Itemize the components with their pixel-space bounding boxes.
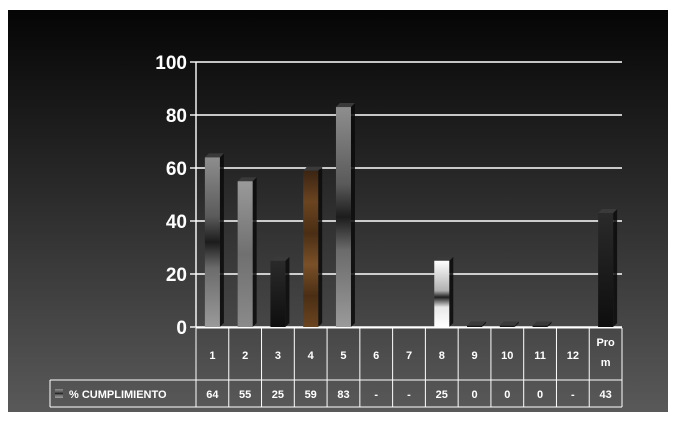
y-tick-label-100: 100 — [155, 53, 187, 74]
data-label-8: 25 — [436, 389, 448, 401]
data-label-11: 0 — [537, 389, 543, 401]
data-label-4: 59 — [305, 389, 317, 401]
y-axis: 0 20 40 60 80 100 — [155, 53, 197, 339]
category-label-9: 9 — [471, 350, 477, 362]
category-label-11: 11 — [534, 350, 546, 362]
data-label-9: 0 — [471, 389, 477, 401]
bar-11 — [532, 321, 552, 327]
y-tick-label-60: 60 — [166, 159, 187, 180]
data-label-12: - — [571, 389, 575, 401]
category-label-10: 10 — [501, 350, 513, 362]
data-label-6: - — [374, 389, 378, 401]
data-label-Prom: 43 — [599, 389, 611, 401]
category-label-3: 3 — [275, 350, 281, 362]
category-label-6: 6 — [373, 350, 379, 362]
bars — [204, 103, 618, 327]
data-label-1: 64 — [206, 389, 219, 401]
category-label-7: 7 — [406, 350, 412, 362]
y-tick-label-80: 80 — [166, 106, 187, 127]
bar-8 — [434, 256, 454, 327]
data-label-7: - — [407, 389, 411, 401]
category-label-5: 5 — [340, 350, 346, 362]
category-label-1: 1 — [209, 350, 215, 362]
category-label-2: 2 — [242, 350, 248, 362]
y-tick-label-40: 40 — [166, 212, 187, 233]
category-label-12: 12 — [567, 350, 579, 362]
y-tick-label-20: 20 — [166, 265, 187, 286]
legend-key — [55, 389, 63, 398]
y-tick-label-0: 0 — [176, 318, 187, 339]
bar-3 — [270, 256, 290, 327]
bar-1 — [204, 153, 224, 327]
bar-4 — [303, 166, 323, 327]
category-label-8: 8 — [439, 350, 445, 362]
bar-5 — [335, 103, 355, 327]
legend-series-name: % CUMPLIMIENTO — [69, 389, 167, 401]
data-label-10: 0 — [504, 389, 510, 401]
category-label-Prom: Pro m — [596, 337, 615, 369]
bar-2 — [237, 177, 257, 327]
bar-Prom — [598, 209, 618, 327]
category-label-4: 4 — [308, 350, 315, 362]
data-label-3: 25 — [272, 389, 284, 401]
data-label-5: 83 — [337, 389, 349, 401]
gridlines — [196, 61, 622, 328]
bar-10 — [499, 321, 519, 327]
data-label-2: 55 — [239, 389, 251, 401]
bar-9 — [467, 321, 487, 327]
